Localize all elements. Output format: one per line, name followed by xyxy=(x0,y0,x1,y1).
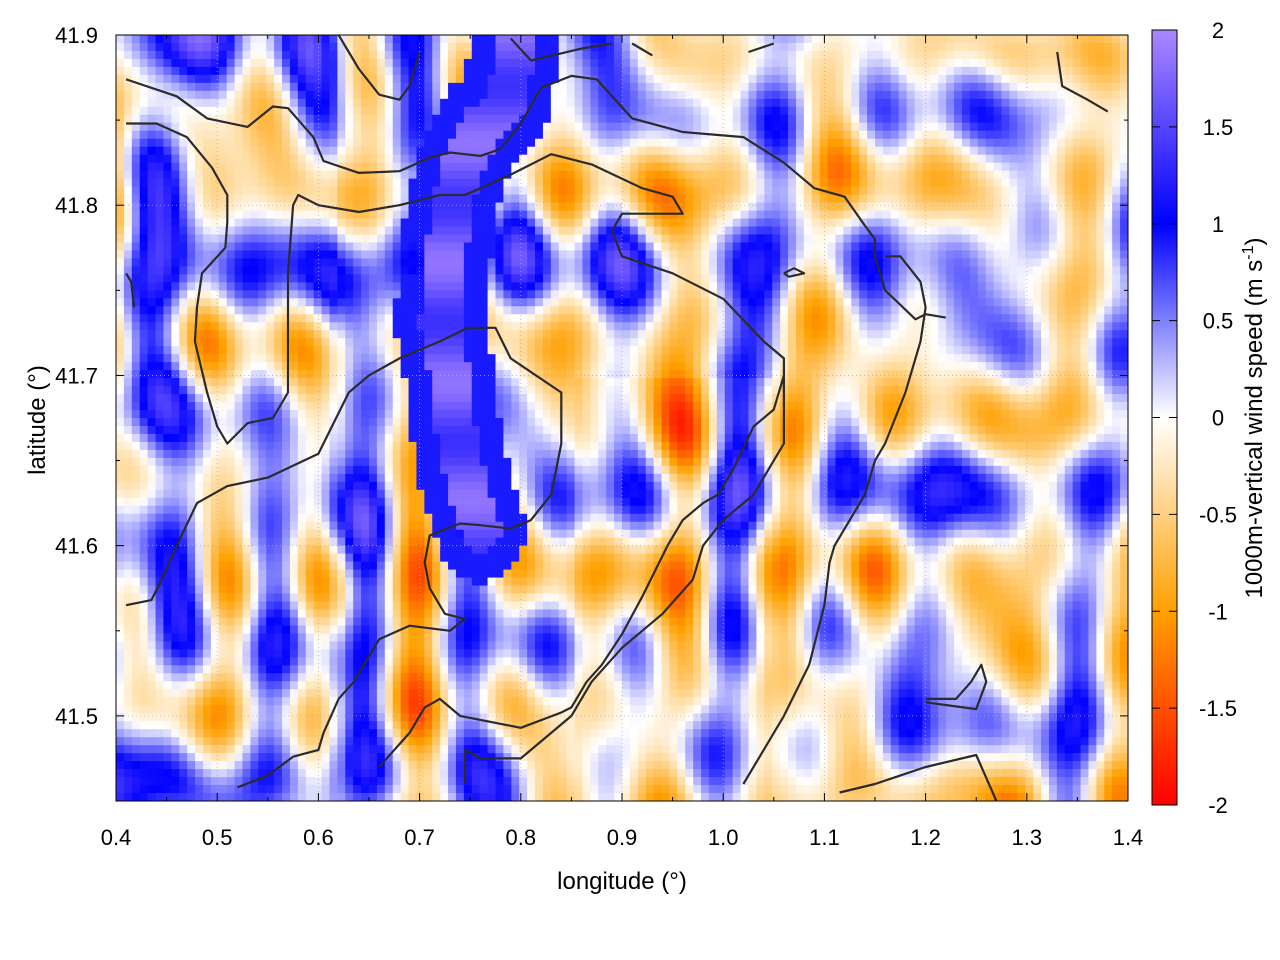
contour-line xyxy=(378,374,785,768)
x-tick-label: 1.2 xyxy=(910,825,941,850)
x-tick-label: 0.8 xyxy=(506,825,537,850)
colorbar-tick-label: -0.5 xyxy=(1199,502,1237,527)
y-tick-label: 41.6 xyxy=(55,534,98,559)
x-tick-label: 0.6 xyxy=(303,825,334,850)
colorbar: 2 1.5 1 0.5 0 -0.5 -1 -1.5 -2 1000m-vertical win… xyxy=(1151,18,1268,818)
x-tick-label: 0.7 xyxy=(404,825,435,850)
contour-line xyxy=(125,326,563,789)
contour-line xyxy=(125,272,136,308)
x-tick-label: 1.0 xyxy=(708,825,739,850)
colorbar-tick-label: -1.5 xyxy=(1199,696,1237,721)
colorbar-title-main: 1000m-vertical wind speed (m s xyxy=(1241,260,1268,599)
contour-line xyxy=(742,255,927,785)
axis-ticks: 0.4 0.5 0.6 0.7 0.8 0.9 1.0 1.1 1.2 1.3 1.4 41.5 41.… xyxy=(55,23,1143,850)
contour-line xyxy=(839,753,998,801)
y-tick-label: 41.9 xyxy=(55,23,98,48)
contour-line xyxy=(748,42,775,54)
colorbar-ticks: 2 1.5 1 0.5 0 -0.5 -1 -1.5 -2 xyxy=(1152,18,1237,818)
contour-line xyxy=(125,74,946,321)
colorbar-tick-label: -1 xyxy=(1208,599,1228,624)
colorbar-tick-label: 1 xyxy=(1212,212,1224,237)
colorbar-tick-label: 0.5 xyxy=(1203,309,1234,334)
colorbar-tick-label: 1.5 xyxy=(1203,115,1234,140)
heatmap-cells xyxy=(116,35,1128,801)
x-tick-label: 1.1 xyxy=(809,825,840,850)
colorbar-title-suffix: ) xyxy=(1241,237,1268,245)
contour-line xyxy=(631,42,653,57)
colorbar-tick-label: -2 xyxy=(1208,793,1228,818)
contour-line xyxy=(783,267,806,278)
contour-line xyxy=(1056,51,1109,113)
y-tick-label: 41.5 xyxy=(55,704,98,729)
colorbar-tick-label: 0 xyxy=(1212,406,1224,431)
colorbar-title-superscript: -1 xyxy=(1240,245,1257,259)
contour-line xyxy=(337,35,421,101)
colorbar-title: 1000m-vertical wind speed (m s-1) xyxy=(1240,237,1268,598)
x-tick-label: 1.4 xyxy=(1113,825,1144,850)
colorbar-tick-label: 2 xyxy=(1212,18,1224,43)
y-tick-label: 41.8 xyxy=(55,193,98,218)
contour-lines xyxy=(125,35,1109,801)
x-axis-title: longitude (°) xyxy=(557,868,687,895)
y-axis-title: latitude (°) xyxy=(24,365,51,475)
x-tick-label: 1.3 xyxy=(1012,825,1043,850)
contour-line xyxy=(925,663,988,711)
contour-line xyxy=(509,37,613,62)
contour-line xyxy=(126,122,785,784)
x-tick-label: 0.5 xyxy=(202,825,233,850)
y-tick-label: 41.7 xyxy=(55,363,98,388)
x-tick-label: 0.9 xyxy=(607,825,638,850)
x-tick-label: 0.4 xyxy=(101,825,132,850)
